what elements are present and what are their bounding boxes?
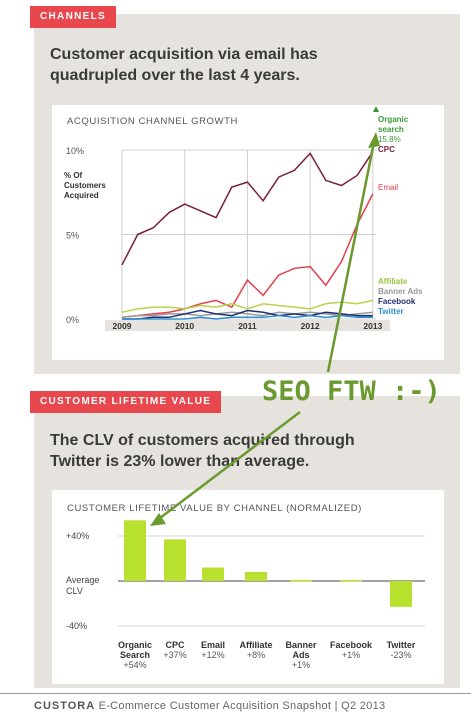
category-label: Affiliate: [239, 640, 272, 650]
bar-chart-card: [52, 490, 444, 684]
y-tick-label: -40%: [66, 621, 87, 631]
bar-cpc: [164, 539, 186, 581]
legend-label: 15.8%: [378, 135, 401, 144]
channels-headline-line1: Customer acquisition via email has: [50, 46, 318, 63]
legend-label: Twitter: [378, 307, 404, 316]
category-label: Email: [201, 640, 225, 650]
x-tick-label: 2011: [238, 321, 257, 331]
line-chart-title: ACQUISITION CHANNEL GROWTH: [67, 116, 238, 127]
category-label: Organic: [118, 640, 152, 650]
value-label: +54%: [123, 660, 146, 670]
y-tick-label: Average: [66, 575, 99, 585]
category-label: Twitter: [387, 640, 416, 650]
footer-divider: [0, 693, 471, 694]
category-label: Banner: [285, 640, 317, 650]
channels-headline: Customer acquisition via email has quadr…: [50, 44, 318, 86]
bar-organic-search: [124, 520, 146, 581]
legend-label: Banner Ads: [378, 287, 423, 296]
legend-label: Email: [378, 183, 398, 192]
x-tick-label: 2010: [175, 321, 194, 331]
x-tick-label: 2012: [301, 321, 320, 331]
organic-search-marker: [373, 106, 379, 112]
x-axis-band: [105, 320, 390, 331]
channels-headline-line2: quadrupled over the last 4 years.: [50, 67, 300, 84]
y-tick-label: 5%: [66, 231, 79, 241]
y-tick-label: 10%: [66, 146, 84, 156]
value-label: +12%: [201, 650, 224, 660]
value-label: +8%: [247, 650, 265, 660]
value-label: -23%: [390, 650, 411, 660]
x-tick-label: 2009: [113, 321, 132, 331]
bar-facebook: [340, 579, 362, 582]
category-label: Search: [120, 650, 150, 660]
channels-tag: CHANNELS: [30, 6, 116, 28]
bar-affiliate: [245, 572, 267, 581]
y-tick-label: +40%: [66, 531, 89, 541]
bar-banner-ads: [290, 579, 312, 582]
y-axis-label: Customers: [64, 181, 106, 190]
category-label: CPC: [165, 640, 185, 650]
legend-label: CPC: [378, 145, 395, 154]
value-label: +1%: [292, 660, 310, 670]
clv-tag: CUSTOMER LIFETIME VALUE: [30, 391, 222, 413]
legend-label: Affiliate: [378, 277, 408, 286]
legend-label: Organic: [378, 115, 409, 124]
footer-brand: CUSTORA: [34, 700, 96, 712]
y-axis-label: % Of: [64, 171, 83, 180]
bar-twitter: [390, 581, 412, 607]
footer-text: E-Commerce Customer Acquisition Snapshot…: [98, 700, 386, 712]
value-label: +1%: [342, 650, 360, 660]
category-label: Facebook: [330, 640, 373, 650]
legend-label: search: [378, 125, 404, 134]
y-axis-label: Acquired: [64, 191, 99, 200]
category-label: Ads: [292, 650, 309, 660]
y-tick-label: CLV: [66, 586, 83, 596]
value-label: +37%: [163, 650, 186, 660]
y-tick-label: 0%: [66, 315, 79, 325]
legend-label: Facebook: [378, 297, 416, 306]
bar-email: [202, 567, 224, 581]
footer: CUSTORA E-Commerce Customer Acquisition …: [34, 700, 385, 712]
annotation-text: SEO FTW :-): [262, 376, 441, 407]
